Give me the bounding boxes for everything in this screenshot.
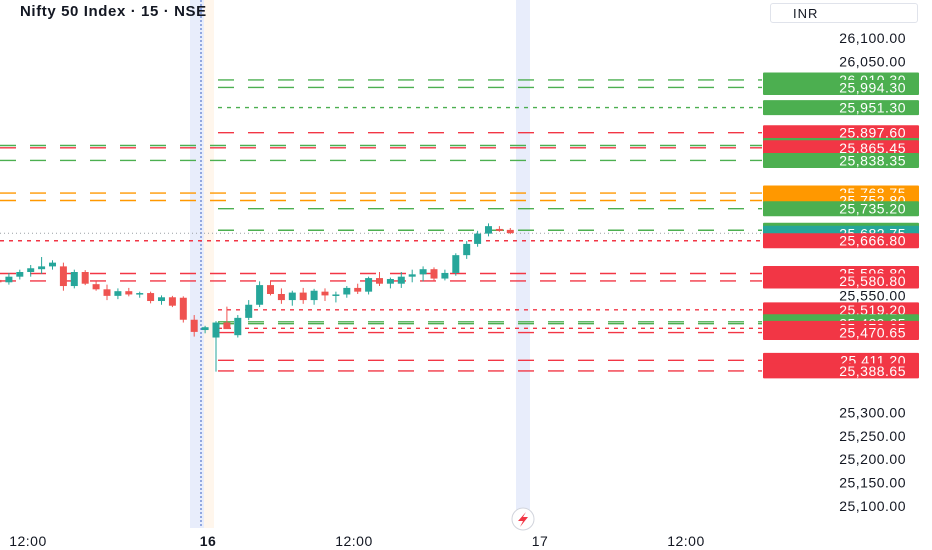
- price-label-box: [763, 79, 919, 95]
- candles: [0, 223, 514, 372]
- price-label-text: 25,519.20: [839, 302, 906, 318]
- price-label-text: 25,735.20: [839, 201, 906, 217]
- candle-body: [277, 293, 285, 301]
- candle-body: [103, 289, 111, 296]
- candle-body: [506, 229, 514, 234]
- price-labels: 26,010.3025,994.3025,951.3025,897.6025,8…: [763, 72, 919, 379]
- candle-body: [321, 291, 329, 296]
- candle-body: [147, 293, 155, 302]
- candle-body: [223, 322, 231, 330]
- candle-body: [27, 268, 35, 272]
- price-label-text: 25,838.35: [839, 152, 906, 168]
- y-tick-label: 25,200.00: [839, 451, 906, 467]
- y-tick-label: 25,150.00: [839, 475, 906, 491]
- x-tick-label: 12:00: [335, 533, 373, 549]
- currency-selector[interactable]: INR: [770, 3, 918, 23]
- price-label-box: [763, 100, 919, 116]
- price-label-box: [763, 273, 919, 289]
- candle-body: [114, 291, 122, 296]
- price-label-text: 25,951.30: [839, 100, 906, 116]
- candle-body: [179, 297, 187, 320]
- y-tick-label: 26,100.00: [839, 30, 906, 46]
- symbol-title[interactable]: Nifty 50 Index · 15 · NSE: [20, 3, 207, 20]
- candle-body: [81, 272, 89, 284]
- price-label-box: [763, 140, 919, 156]
- candle-body: [190, 319, 198, 332]
- candle-body: [408, 274, 416, 277]
- candle-body: [168, 297, 176, 306]
- candle-body: [125, 291, 133, 295]
- price-label-box: [763, 152, 919, 168]
- price-label-box: [763, 363, 919, 379]
- candle-body: [267, 285, 274, 294]
- price-label-box: [763, 325, 919, 341]
- price-label-text: 25,865.45: [839, 140, 906, 156]
- candle-body: [256, 285, 264, 305]
- y-tick-label: 25,250.00: [839, 428, 906, 444]
- price-label-box: [763, 201, 919, 217]
- session-bands: [190, 0, 530, 528]
- price-label-box: [763, 125, 919, 141]
- candle-body: [136, 293, 144, 295]
- candle-body: [288, 292, 296, 301]
- price-axis: 26,100.00 26,050.00 25,550.00 25,300.00 25,2…: [839, 30, 906, 514]
- candle-body: [474, 233, 482, 244]
- candle-body: [441, 272, 449, 279]
- candle-body: [463, 243, 471, 256]
- candle-body: [376, 278, 383, 284]
- x-tick-label: 17: [532, 533, 549, 549]
- price-label-text: 25,994.30: [839, 79, 906, 95]
- session-band: [516, 0, 530, 528]
- candle-body: [49, 262, 56, 267]
- lightning-icon[interactable]: [511, 507, 535, 531]
- time-axis: 12:00 16 12:00 17 12:00: [9, 533, 705, 549]
- candle-body: [70, 272, 78, 287]
- y-tick-label: 26,050.00: [839, 53, 906, 69]
- candle-body: [419, 269, 427, 275]
- candle-body: [397, 276, 405, 284]
- candle-body: [201, 327, 209, 331]
- candle-body: [38, 266, 46, 270]
- candle-body: [59, 266, 67, 287]
- price-label-text: 25,666.80: [839, 233, 906, 249]
- candle-body: [495, 228, 503, 231]
- candle-body: [5, 276, 13, 283]
- candle-body: [92, 284, 100, 290]
- candle-body: [365, 278, 373, 292]
- candle-body: [245, 304, 253, 318]
- price-label-text: 25,580.80: [839, 273, 906, 289]
- price-label-text: 25,470.65: [839, 325, 906, 341]
- candle-body: [0, 279, 2, 283]
- candle-body: [16, 272, 24, 277]
- candle-body: [354, 287, 362, 292]
- session-band: [204, 0, 214, 528]
- candle-body: [212, 322, 220, 338]
- candle-body: [485, 226, 492, 234]
- level-lines: [0, 79, 762, 372]
- candle-body: [332, 294, 340, 296]
- candle-body: [234, 317, 242, 336]
- y-tick-label: 25,550.00: [839, 287, 906, 303]
- candle-body: [452, 255, 460, 273]
- candle-body: [386, 279, 394, 284]
- session-band: [190, 0, 204, 528]
- candle-body: [343, 287, 351, 295]
- price-label-text: 25,388.65: [839, 363, 906, 379]
- y-tick-label: 25,300.00: [839, 404, 906, 420]
- candle-body: [430, 269, 438, 279]
- price-label-box: [763, 302, 919, 318]
- price-label-text: 25,897.60: [839, 125, 906, 141]
- y-tick-label: 25,100.00: [839, 498, 906, 514]
- x-tick-label: 12:00: [9, 533, 47, 549]
- price-label-box: [763, 233, 919, 249]
- candle-body: [299, 292, 307, 301]
- x-tick-label: 16: [200, 533, 217, 549]
- x-tick-label: 12:00: [667, 533, 705, 549]
- candle-body: [158, 297, 165, 302]
- candle-body: [310, 290, 318, 301]
